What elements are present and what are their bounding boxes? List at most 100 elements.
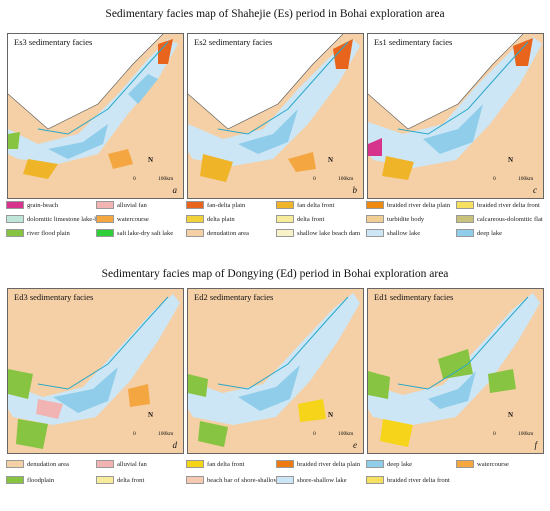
legend-label: braided river delta plain	[387, 201, 451, 209]
legend-label: fan delta front	[207, 460, 245, 468]
legend-label: fan-delta plain	[207, 201, 246, 209]
legend-swatch	[366, 201, 384, 209]
legend-swatch	[276, 201, 294, 209]
panel-title-es1: Es1 sedimentary facies	[374, 37, 453, 47]
legend-item: turbidite body	[366, 215, 424, 223]
legend-label: alluvial fan	[117, 201, 147, 209]
legend-label: braided river delta front	[387, 476, 450, 484]
legend-item: floodplain	[6, 476, 54, 484]
legend-item: salt lake-dry salt lake	[96, 229, 173, 237]
legend-item: grain-beach	[6, 201, 58, 209]
north-arrow: N	[328, 156, 334, 164]
panel-label-b: b	[352, 185, 358, 195]
legend-label: alluvial fan	[117, 460, 147, 468]
legend-label: grain-beach	[27, 201, 59, 209]
legend-swatch	[96, 229, 114, 237]
legend-item: braided river delta front	[366, 476, 450, 484]
legend-item: alluvial fan	[96, 460, 147, 468]
panel-title-ed2: Ed2 sedimentary facies	[194, 292, 274, 302]
legend-swatch	[6, 460, 24, 468]
legend-label: braided river delta front	[477, 201, 540, 209]
map-ed2-graphic	[188, 289, 363, 453]
panel-title-es3: Es3 sedimentary facies	[14, 37, 93, 47]
legend-swatch	[6, 201, 24, 209]
legend-es: grain-beach alluvial fan fan-delta plain fa…	[6, 201, 546, 263]
map-panel-ed1: Ed1 sedimentary facies N 0 100km f	[367, 288, 544, 454]
map-ed3-graphic	[8, 289, 183, 453]
legend-swatch	[366, 215, 384, 223]
legend-label: shore-shallow lake	[297, 476, 347, 484]
legend-label: fan delta front	[297, 201, 335, 209]
legend-swatch	[276, 215, 294, 223]
map-panel-ed3: Ed3 sedimentary facies N 0 100km d	[7, 288, 184, 454]
legend-label: deep lake	[387, 460, 413, 468]
bottom-title: Sedimentary facies map of Dongying (Ed) …	[101, 268, 449, 280]
legend-item: dolomitic limestone lake-bay	[6, 215, 104, 223]
legend-item: beach bar of shore-shallow lake	[186, 476, 291, 484]
top-title: Sedimentary facies map of Shahejie (Es) …	[105, 8, 445, 20]
legend-item: denudation area	[6, 460, 69, 468]
legend-item: fan delta front	[276, 201, 334, 209]
legend-item: braided river delta plain	[366, 201, 450, 209]
scale-bar-max: 100km	[518, 431, 534, 437]
legend-swatch	[96, 476, 114, 484]
legend-swatch	[6, 229, 24, 237]
legend-item: shallow lake	[366, 229, 420, 237]
scale-bar-max: 100km	[158, 431, 174, 437]
panel-title-ed3: Ed3 sedimentary facies	[14, 292, 94, 302]
legend-label: delta plain	[207, 215, 235, 223]
legend-swatch	[456, 460, 474, 468]
legend-item: fan delta front	[186, 460, 244, 468]
legend-swatch	[96, 201, 114, 209]
scale-bar-zero: 0	[133, 176, 136, 182]
legend-item: watercourse	[96, 215, 149, 223]
legend-item: fan-delta plain	[186, 201, 245, 209]
legend-label: floodplain	[27, 476, 55, 484]
legend-swatch	[276, 460, 294, 468]
legend-swatch	[186, 215, 204, 223]
legend-swatch	[366, 476, 384, 484]
legend-swatch	[366, 229, 384, 237]
scale-bar-zero: 0	[493, 431, 496, 437]
scale-bar-zero: 0	[493, 176, 496, 182]
legend-label: calcareous-dolomitic flat	[477, 215, 543, 223]
legend-item: deep lake	[456, 229, 502, 237]
panel-label-e: e	[353, 440, 357, 450]
scale-bar-max: 100km	[338, 176, 354, 182]
legend-label: river flood plain	[27, 229, 70, 237]
legend-label: deep lake	[477, 229, 503, 237]
legend-item: shallow lake beach dam	[276, 229, 360, 237]
scale-bar-max: 100km	[158, 176, 174, 182]
map-es3-graphic	[8, 34, 183, 198]
legend-swatch	[96, 460, 114, 468]
map-es2-graphic	[188, 34, 363, 198]
legend-swatch	[186, 201, 204, 209]
map-ed1-graphic	[368, 289, 543, 453]
legend-label: watercourse	[477, 460, 509, 468]
scale-bar-zero: 0	[133, 431, 136, 437]
legend-label: turbidite body	[387, 215, 425, 223]
scale-bar-max: 100km	[338, 431, 354, 437]
legend-swatch	[96, 215, 114, 223]
legend-label: dolomitic limestone lake-bay	[27, 215, 104, 223]
legend-item: denudation area	[186, 229, 249, 237]
legend-label: denudation area	[27, 460, 69, 468]
legend-swatch	[186, 229, 204, 237]
legend-item: alluvial fan	[96, 201, 147, 209]
legend-label: delta front	[117, 476, 145, 484]
north-arrow: N	[148, 411, 154, 419]
panel-title-es2: Es2 sedimentary facies	[194, 37, 273, 47]
legend-label: denudation area	[207, 229, 249, 237]
legend-item: braided river delta front	[456, 201, 540, 209]
legend-swatch	[6, 476, 24, 484]
scale-bar-zero: 0	[313, 176, 316, 182]
legend-swatch	[456, 215, 474, 223]
legend-ed: denudation area alluvial fan fan delta fro…	[6, 460, 546, 508]
legend-item: delta plain	[186, 215, 235, 223]
map-panel-es2: Es2 sedimentary facies N 0 100km b	[187, 33, 364, 199]
scale-bar-zero: 0	[313, 431, 316, 437]
legend-label: delta front	[297, 215, 325, 223]
legend-label: beach bar of shore-shallow lake	[207, 476, 291, 484]
legend-label: shallow lake	[387, 229, 421, 237]
legend-item: braided river delta plain	[276, 460, 360, 468]
